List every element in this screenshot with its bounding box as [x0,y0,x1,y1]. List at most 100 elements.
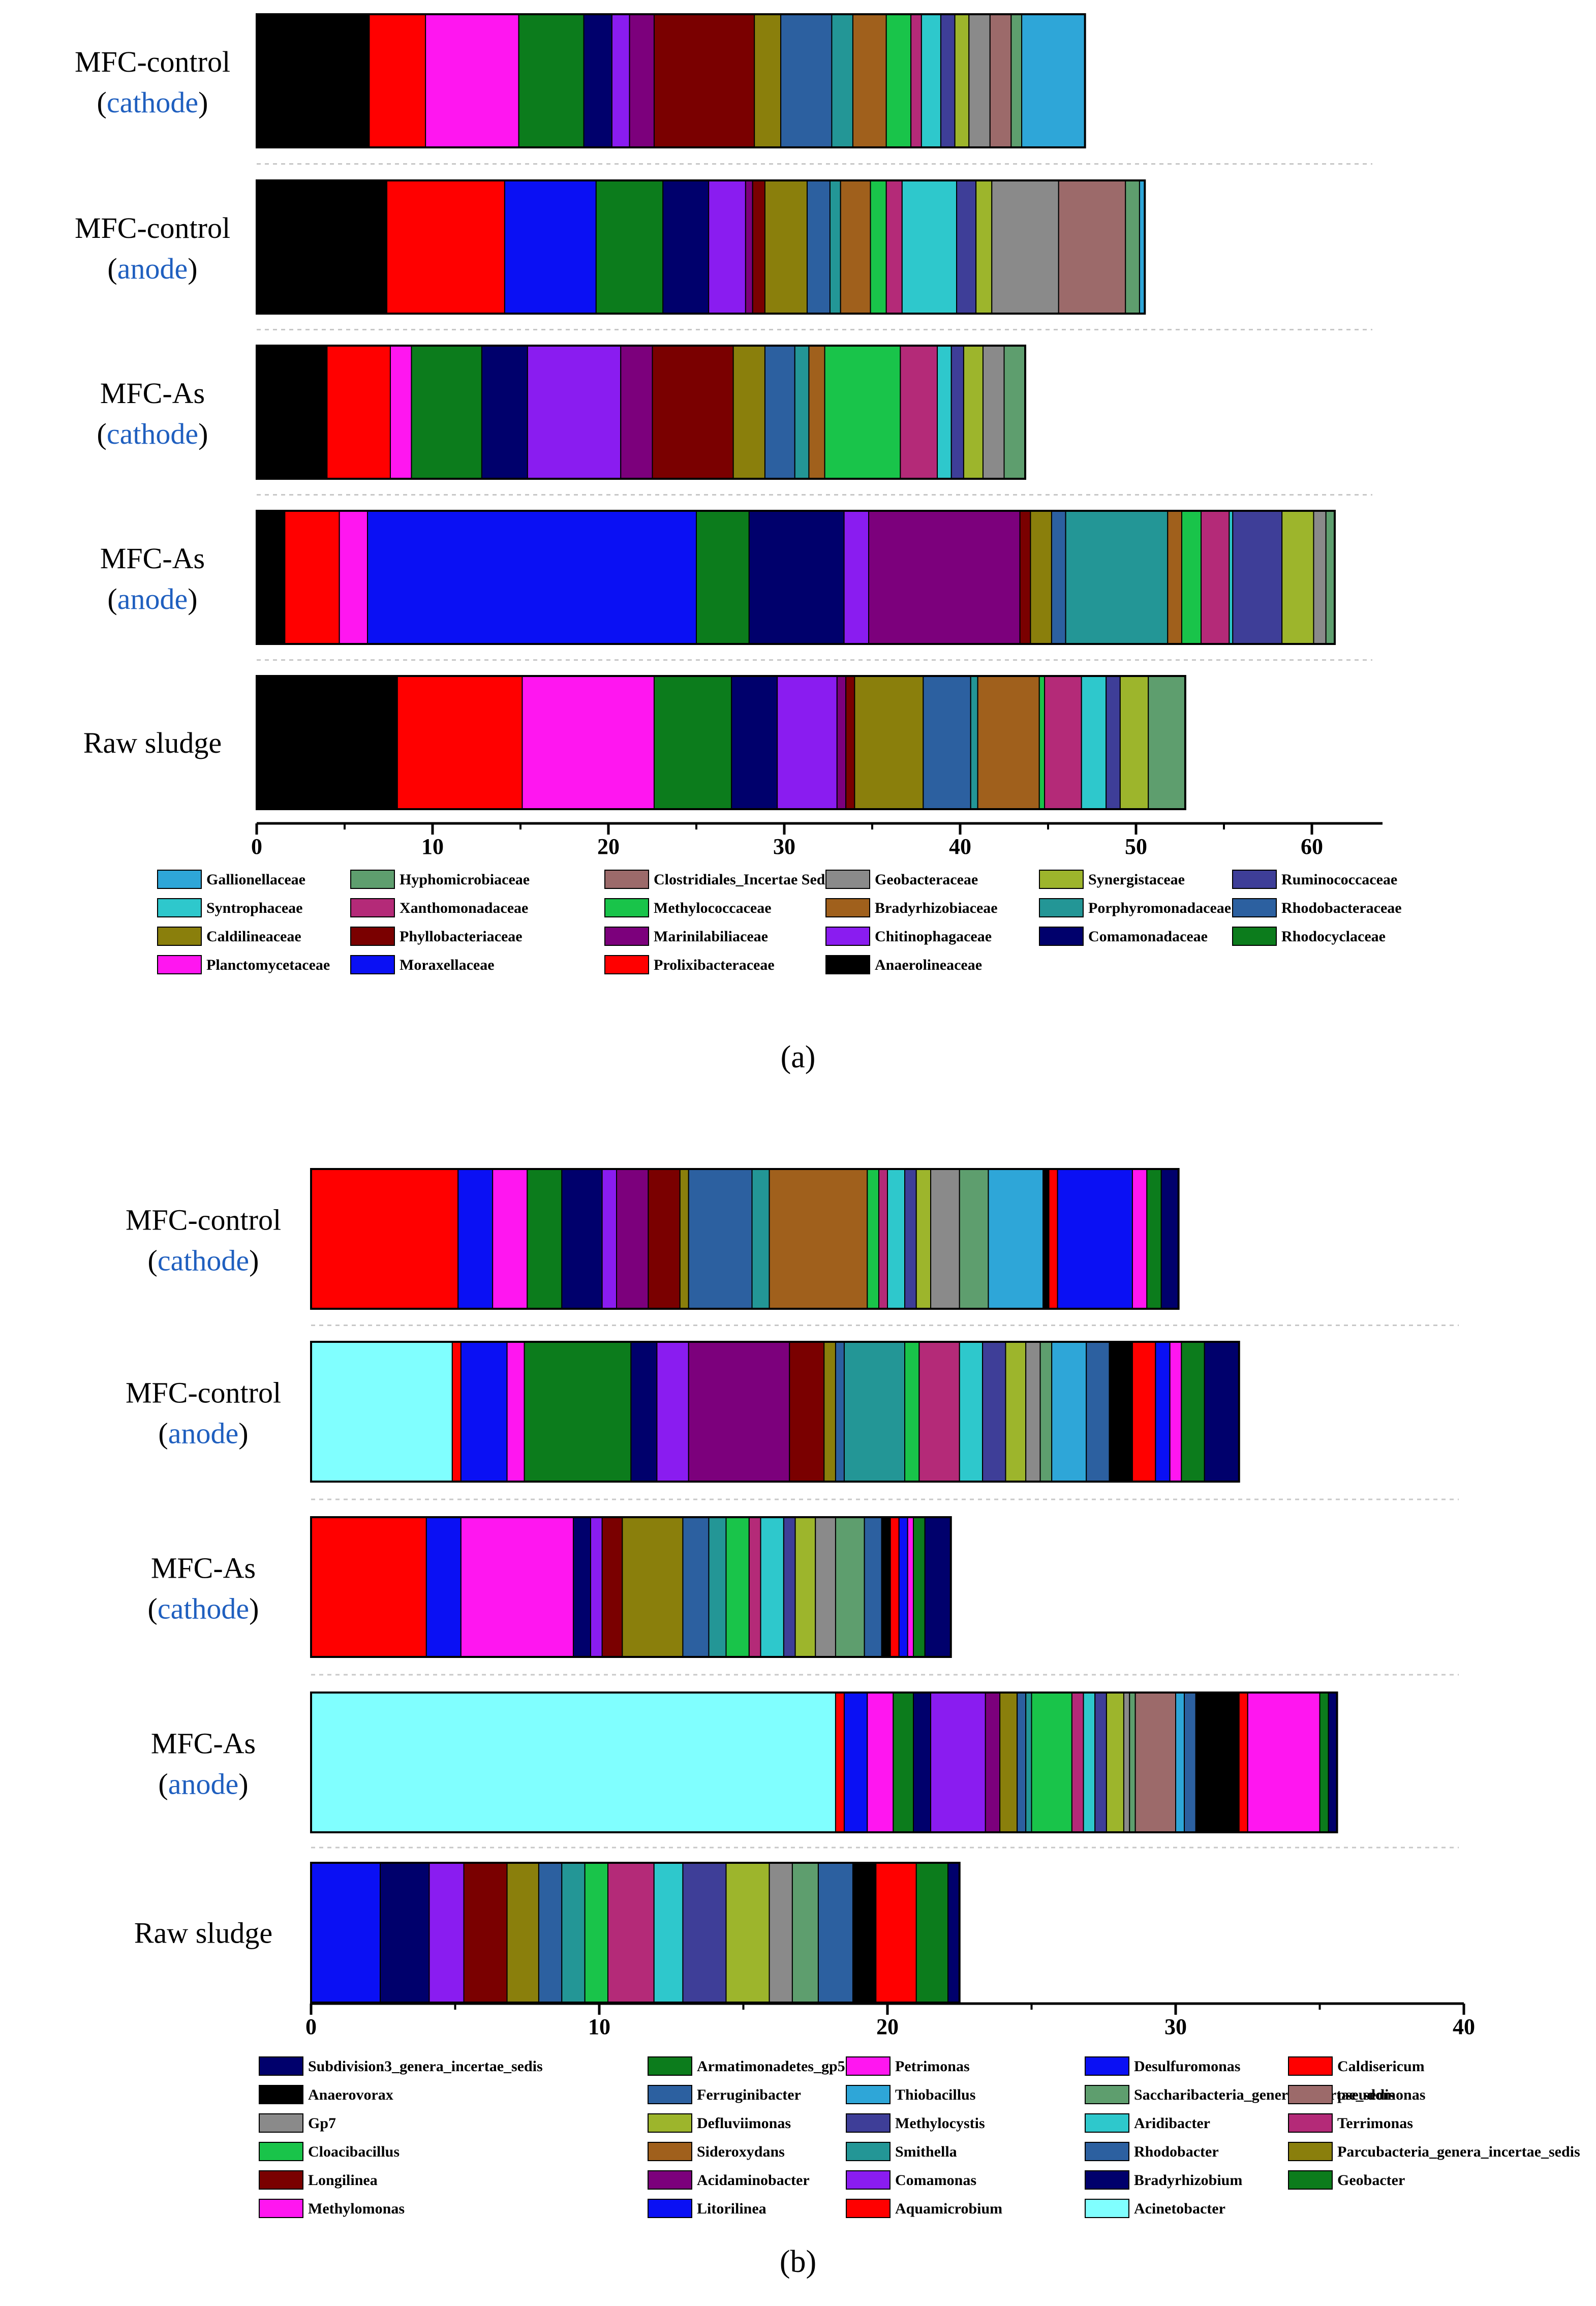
x-tick-label: 40 [949,834,971,859]
bar-segment-comamonadaceae [583,14,612,148]
bar-segment-longilinea [648,1169,681,1309]
bar-segment-longilinea [463,1862,508,2003]
bar-segment-methylococcaceae [824,345,901,479]
legend-label: Parcubacteria_genera_incertae_sedis [1337,2143,1580,2160]
legend-label: Sideroxydans [697,2143,785,2160]
bar-segment-marinilabiliaceae [629,14,655,148]
legend-item: Armatimonadetes_gp5 [648,2056,845,2076]
panel-b-chart: MFC-control (cathode) MFC-control (anode) MF… [126,1168,1580,2279]
bar-segment-rhodocyclaceae [518,14,585,148]
legend-swatch [350,955,395,974]
legend-item: Saccharibacteria_genera_incertae_sedis [1085,2085,1395,2104]
legend-label: Prolixibacteraceae [654,957,775,973]
bar-outline [256,345,1027,480]
panel-b-x-axis: 0 10 20 30 40 [305,2002,1475,2039]
bar-segment-bradyrhizobium [380,1862,430,2003]
bar-segment-methylomonas [492,1169,528,1309]
bar-segment-aquamicrobium [311,1169,459,1309]
legend-swatch [825,955,870,974]
legend-swatch [648,2085,692,2104]
bar-segment-smithella [708,1517,727,1657]
legend-swatch [1232,927,1277,946]
legend-swatch [1288,2056,1333,2076]
legend-item: Clostridiales_Incertae Sedis XII [604,870,862,889]
bar-segment-bradyrhizobium [913,1692,932,1833]
legend-swatch [350,898,395,917]
legend-item: Anaerovorax [259,2085,393,2104]
bar-segment-bradyrhizobium [572,1517,591,1657]
legend-label: Gp7 [308,2115,336,2132]
bar-segment-gp7 [930,1169,960,1309]
legend-label: Desulfuromonas [1134,2058,1240,2075]
x-tick-label: 10 [588,2014,610,2039]
legend-item: Terrimonas [1288,2113,1413,2133]
legend-label: Geobacteraceae [875,871,978,888]
x-tick-label: 60 [1301,834,1323,859]
legend-swatch [648,2056,692,2076]
legend-swatch [1039,927,1084,946]
legend-item: Geobacteraceae [825,870,978,889]
legend-label: Defluviimonas [697,2115,791,2132]
legend-item: Acinetobacter [1085,2199,1225,2218]
bar-segment-comamonadaceae [481,345,528,479]
bar-segment-clostridiales-incertae-sedis-xii [989,14,1012,148]
legend-label: Phyllobacteriaceae [400,928,523,945]
legend-item: Comamonadaceae [1039,927,1208,946]
bar-segment-caldisericum [1048,1169,1058,1309]
bar-segment-methylocystis [682,1862,727,2003]
bar-segment-rhodobacter [682,1517,710,1657]
bar-segment-subdivision3-genera-incertae-sedis [1328,1692,1338,1833]
legend-item: Methylocystis [846,2113,985,2133]
bar-segment-ferruginibacter [1086,1341,1110,1482]
category-sublabel: (cathode) [97,417,208,450]
bar-segment-litorilinea [425,1517,462,1657]
legend-swatch [259,2113,303,2133]
bar-segment-anaerovorax [881,1517,891,1657]
category-sublabel: (anode) [107,582,197,616]
bar-segment-rhodobacteraceae [780,14,833,148]
legend-label: Rhodocyclaceae [1281,928,1386,945]
bar-segment-rhodobacteraceae [806,180,831,314]
bar-segment-xanthomonadaceae [885,180,903,314]
bar-segment-subdivision3-genera-incertae-sedis [1160,1169,1179,1309]
bar-segment-smithella [561,1862,586,2003]
bar-segment-methylocystis [783,1517,796,1657]
bar-segment-terrimonas [607,1862,655,2003]
bar-segment-bradyrhizobiaceae [808,345,825,479]
bar-segment-armatimonadetes-gp5 [1181,1341,1205,1482]
bar-outline [256,13,1086,148]
bar-outline [256,510,1336,645]
bar-segment-caldilineaceae [754,14,782,148]
legend-label: Methylocystis [895,2115,985,2132]
bar-segment-hyphomicrobiaceae [1148,675,1186,810]
bar-segment-acinetobacter [311,1692,836,1833]
bar-segment-acidaminobacter [985,1692,1001,1833]
legend-item: Phyllobacteriaceae [350,927,523,946]
legend-label: Anaerovorax [308,2086,393,2103]
legend-swatch [846,2199,891,2218]
legend-item: Rhodobacteraceae [1232,898,1402,917]
bar-segment-litorilinea [311,1862,381,2003]
legend-label: Comamonas [895,2172,976,2189]
x-tick-label: 20 [597,834,620,859]
bar-segment-marinilabiliaceae [868,510,1021,644]
bar-segment-cloacibacillus [584,1862,609,2003]
legend-item: Methylomonas [259,2199,405,2218]
bar-segment-pseudomonas [1134,1692,1177,1833]
legend-item: Desulfuromonas [1085,2056,1240,2076]
bar-segment-parcubacteria-genera-incertae-sedis [999,1692,1018,1833]
bar-segment-prolixibacteraceae [284,510,340,644]
legend-swatch [1085,2085,1129,2104]
bar-segment-bradyrhizobium [630,1341,658,1482]
legend-item: Porphyromonadaceae [1039,898,1231,917]
x-tick-label: 20 [876,2014,899,2039]
bar-segment-anaerovorax [852,1862,877,2003]
category-label: MFC-As [100,377,205,410]
legend-swatch [604,870,649,889]
bar-segment-saccharibacteria-genera-incertae-sedis [959,1169,989,1309]
x-tick-label: 50 [1125,834,1147,859]
legend-swatch [259,2170,303,2190]
bar-segment-prolixibacteraceae [326,345,391,479]
bar-segment-geobacteraceae [1313,510,1327,644]
bar-segment-anaerovorax [1042,1169,1050,1309]
